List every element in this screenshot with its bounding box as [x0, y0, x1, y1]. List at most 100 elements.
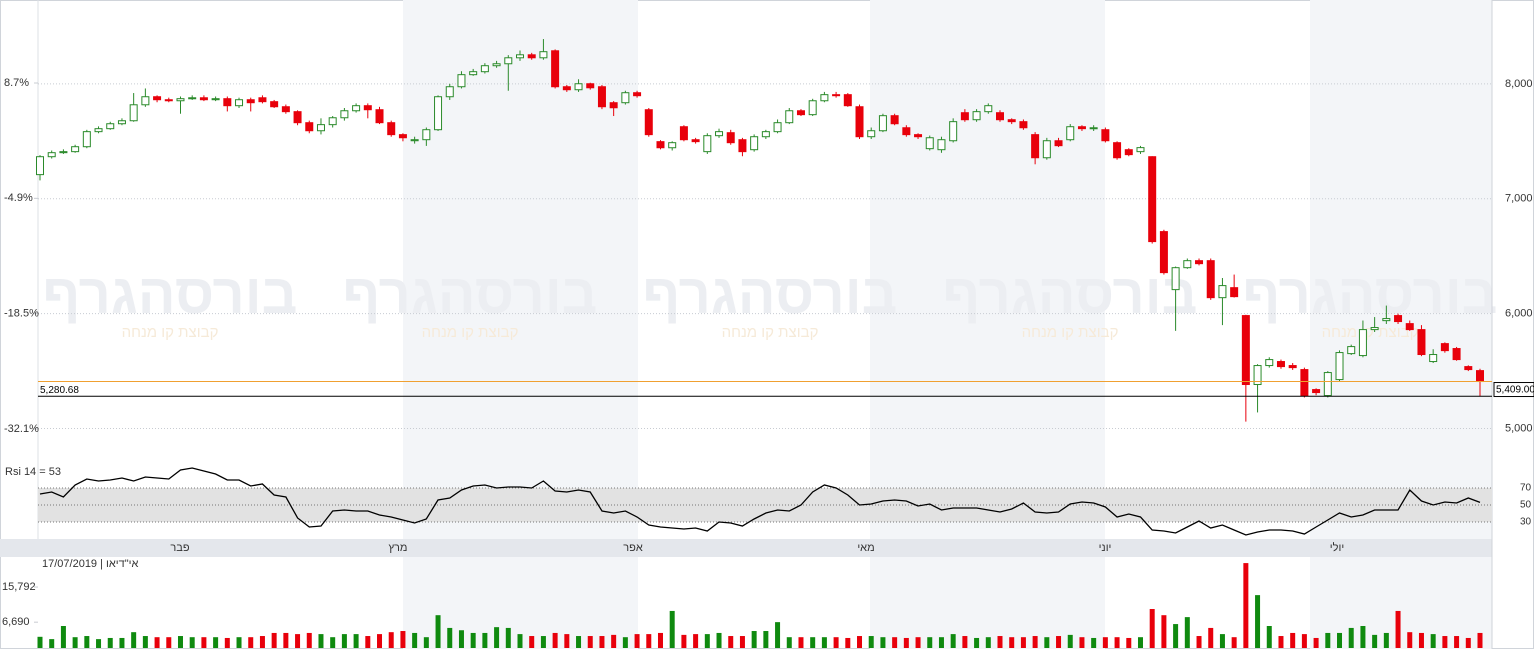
- candle-body: [199, 97, 208, 101]
- candle-body: [738, 139, 747, 153]
- y2-tick-label: 8.7%: [4, 77, 29, 89]
- volume-bar: [1208, 627, 1214, 648]
- candle-body: [480, 65, 489, 73]
- volume-bar: [1009, 637, 1015, 648]
- candle-body: [796, 110, 805, 116]
- x-tick-label: יולי: [1330, 541, 1344, 554]
- candle-body: [71, 146, 80, 153]
- candle-body: [820, 94, 829, 102]
- candle-body: [1206, 260, 1215, 299]
- volume-bar: [248, 637, 254, 648]
- price-label: 5,280.68: [40, 385, 79, 396]
- candle-body: [633, 92, 642, 97]
- volume-bar: [259, 636, 265, 648]
- volume-bar: [1418, 632, 1424, 648]
- candle-body: [1195, 260, 1204, 265]
- candle-body: [188, 97, 197, 100]
- candle-body: [246, 99, 255, 104]
- month-bar: [0, 539, 1492, 557]
- volume-bar: [505, 627, 511, 648]
- volume-bar: [622, 637, 628, 648]
- candle-body: [1113, 142, 1122, 159]
- candle-body: [235, 99, 244, 107]
- candle-body: [1124, 149, 1133, 156]
- volume-bar: [681, 634, 687, 648]
- candle-body: [363, 105, 372, 111]
- volume-bar: [131, 632, 137, 648]
- y2-tick-label: -18.5%: [4, 308, 39, 320]
- volume-bar: [224, 637, 230, 648]
- price-label: 5,409.00: [1496, 385, 1534, 396]
- volume-bar: [517, 634, 523, 648]
- candle-body: [1031, 134, 1040, 159]
- candle-body: [270, 101, 279, 108]
- candle-body: [375, 109, 384, 124]
- volume-bar: [400, 631, 406, 648]
- volume-bar: [177, 636, 183, 648]
- volume-bar: [1231, 637, 1237, 648]
- volume-bar: [341, 634, 347, 648]
- volume-bar: [119, 637, 125, 648]
- candle-body: [644, 109, 653, 136]
- volume-bar: [1067, 634, 1073, 648]
- price-label-box: [1493, 382, 1534, 398]
- candle-body: [82, 131, 91, 148]
- volume-bar: [306, 632, 312, 648]
- volume-bar: [1056, 636, 1062, 648]
- volume-bar: [365, 636, 371, 648]
- volume-bar: [950, 634, 956, 648]
- y-tick-label: 30: [1520, 517, 1532, 528]
- candle-body: [1276, 361, 1285, 368]
- volume-bar: [564, 634, 570, 648]
- y-tick-label: 6,000: [1505, 308, 1533, 320]
- candle-body: [1066, 126, 1075, 141]
- watermark: בורסהגרף: [43, 262, 298, 325]
- candle-body: [1394, 315, 1403, 323]
- volume-bar: [903, 637, 909, 648]
- candle-body: [223, 98, 232, 107]
- candle-body: [1452, 348, 1461, 361]
- volume-bar: [1430, 634, 1436, 648]
- volume-bar: [938, 637, 944, 648]
- volume-bar: [388, 632, 394, 648]
- candle-body: [1429, 354, 1438, 363]
- y2-tick-label: -4.9%: [4, 192, 33, 204]
- candle-body: [47, 152, 56, 158]
- volume-bar: [1372, 634, 1378, 648]
- volume-bar: [540, 636, 546, 648]
- volume-bar: [1325, 632, 1331, 648]
- y-tick-label: 5,000: [1505, 422, 1533, 434]
- candle-body: [164, 99, 173, 102]
- volume-bar: [821, 637, 827, 648]
- volume-bar: [739, 636, 745, 648]
- volume-bar: [1149, 609, 1155, 648]
- candle-body: [316, 124, 325, 132]
- volume-bar: [611, 634, 617, 648]
- volume-bar: [1102, 637, 1108, 648]
- candle-body: [855, 106, 864, 138]
- volume-bar: [634, 634, 640, 648]
- candle-body: [996, 112, 1004, 121]
- volume-bar: [1395, 610, 1401, 648]
- volume-bar: [892, 637, 898, 648]
- volume-bar: [318, 634, 324, 648]
- volume-bar: [1184, 617, 1190, 648]
- volume-bar: [1255, 595, 1261, 648]
- candle-body: [1230, 287, 1239, 298]
- candle-body: [457, 74, 466, 88]
- candle-body: [902, 127, 911, 136]
- candle-body: [1241, 315, 1250, 386]
- candle-body: [1183, 260, 1192, 269]
- month-shade: [870, 0, 1105, 539]
- candle-body: [1288, 365, 1297, 369]
- volume-bar: [693, 634, 699, 648]
- volume-bar: [353, 634, 359, 648]
- candle-body: [656, 141, 665, 149]
- volume-bar: [728, 636, 734, 648]
- volume-bar: [49, 639, 55, 648]
- y-tick-label: 50: [1520, 500, 1532, 511]
- volume-bar: [1348, 627, 1354, 648]
- volume-bar: [84, 636, 90, 648]
- watermark: בורסהגרף: [643, 262, 898, 325]
- volume-bar: [1407, 632, 1413, 648]
